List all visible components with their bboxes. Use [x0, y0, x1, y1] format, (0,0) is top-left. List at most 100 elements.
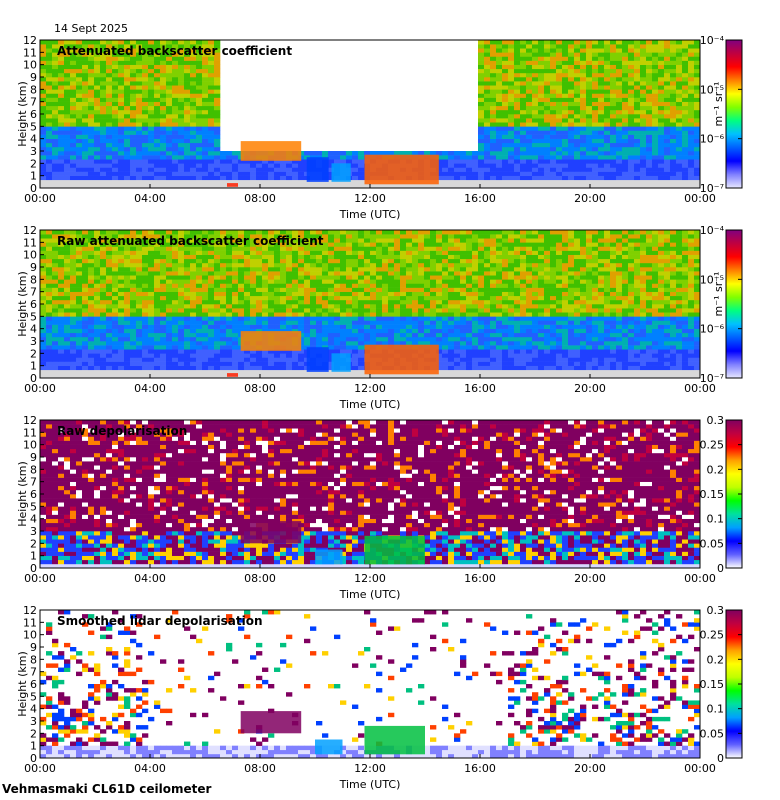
heatmap-cell [508, 167, 515, 172]
heatmap-cell [502, 183, 509, 189]
heatmap-cell [262, 167, 269, 172]
heatmap-cell [118, 328, 125, 334]
heatmap-cell [328, 353, 335, 358]
heatmap-cell [58, 48, 65, 53]
heatmap-cell [586, 64, 593, 70]
heatmap-cell [604, 159, 611, 164]
heatmap-cell [526, 56, 533, 61]
heatmap-cell [124, 64, 131, 70]
heatmap-cell [640, 138, 647, 144]
heatmap-cell [160, 126, 167, 131]
heatmap-cell [238, 230, 245, 235]
heatmap-cell [682, 64, 689, 70]
heatmap-cell [172, 163, 179, 168]
heatmap-cell [340, 250, 347, 255]
heatmap-cell [628, 44, 635, 49]
heatmap-cell [250, 361, 257, 366]
heatmap-cell [574, 159, 581, 164]
heatmap-cell [58, 271, 65, 276]
heatmap-cell [226, 171, 233, 176]
heatmap-cell [358, 159, 365, 164]
heatmap-cell [178, 48, 185, 53]
heatmap-cell [256, 242, 263, 247]
heatmap-cell [610, 175, 617, 181]
heatmap-cell [160, 171, 167, 176]
heatmap-cell [100, 332, 107, 338]
heatmap-cell [154, 159, 161, 164]
heatmap-cell [142, 114, 149, 119]
heatmap-cell [106, 242, 113, 247]
heatmap-cell [556, 155, 563, 160]
heatmap-cell [154, 151, 161, 156]
heatmap-cell [88, 171, 95, 176]
heatmap-cell [154, 114, 161, 119]
heatmap-cell [82, 109, 89, 115]
heatmap-cell [88, 234, 95, 239]
heatmap-cell [334, 242, 341, 247]
heatmap-cell [118, 353, 125, 358]
heatmap-cell [694, 93, 701, 98]
heatmap-cell [268, 234, 275, 239]
heatmap-cell [346, 299, 353, 305]
heatmap-cell [694, 155, 701, 160]
heatmap-cell [148, 357, 155, 362]
heatmap-cell [682, 114, 689, 119]
heatmap-cell [568, 130, 575, 135]
heatmap-cell [82, 64, 89, 70]
heatmap-cell [184, 308, 191, 313]
heatmap-cell [256, 175, 263, 181]
heatmap-cell [118, 279, 125, 284]
heatmap-cell [172, 238, 179, 243]
heatmap-cell [334, 324, 341, 329]
heatmap-cell [322, 254, 329, 260]
heatmap-cell [148, 114, 155, 119]
heatmap-cell [220, 291, 227, 297]
heatmap-cell [484, 122, 491, 127]
heatmap-cell [94, 56, 101, 61]
heatmap-cell [160, 163, 167, 168]
heatmap-cell [106, 183, 113, 189]
heatmap-cell [454, 183, 461, 189]
heatmap-cell [364, 299, 371, 305]
heatmap-cell [538, 81, 545, 86]
heatmap-cell [88, 254, 95, 260]
heatmap-cell [514, 155, 521, 160]
heatmap-cell [124, 230, 131, 235]
heatmap-cell [514, 134, 521, 139]
heatmap-cell [214, 250, 221, 255]
heatmap-cell [370, 373, 377, 379]
heatmap-cell [544, 155, 551, 160]
heatmap-cell [244, 328, 251, 334]
heatmap-cell [118, 93, 125, 98]
heatmap-cell [544, 114, 551, 119]
heatmap-cell [610, 60, 617, 65]
heatmap-cell [670, 159, 677, 164]
heatmap-cell [88, 146, 95, 152]
heatmap-cell [214, 68, 221, 74]
heatmap-cell [76, 126, 83, 131]
heatmap-cell [88, 353, 95, 358]
heatmap-cell [148, 122, 155, 127]
heatmap-cell [622, 52, 629, 57]
heatmap-cell [550, 48, 557, 53]
heatmap-cell [88, 230, 95, 235]
heatmap-cell [46, 291, 53, 297]
heatmap-cell [76, 77, 83, 82]
heatmap-cell [136, 89, 143, 94]
heatmap-cell [82, 361, 89, 366]
heatmap-cell [346, 332, 353, 338]
heatmap-cell [190, 142, 197, 148]
heatmap-cell [274, 262, 281, 268]
heatmap-cell [364, 328, 371, 334]
heatmap-cell [388, 151, 395, 156]
heatmap-cell [676, 175, 683, 181]
heatmap-cell [196, 130, 203, 135]
heatmap-cell [694, 68, 701, 74]
heatmap-cell [202, 163, 209, 168]
heatmap-cell [670, 155, 677, 160]
heatmap-cell [70, 295, 77, 301]
heatmap-cell [226, 345, 233, 350]
colorbar-tick-label: 10⁻⁶ [700, 133, 725, 146]
heatmap-cell [244, 262, 251, 268]
heatmap-cell [604, 126, 611, 131]
